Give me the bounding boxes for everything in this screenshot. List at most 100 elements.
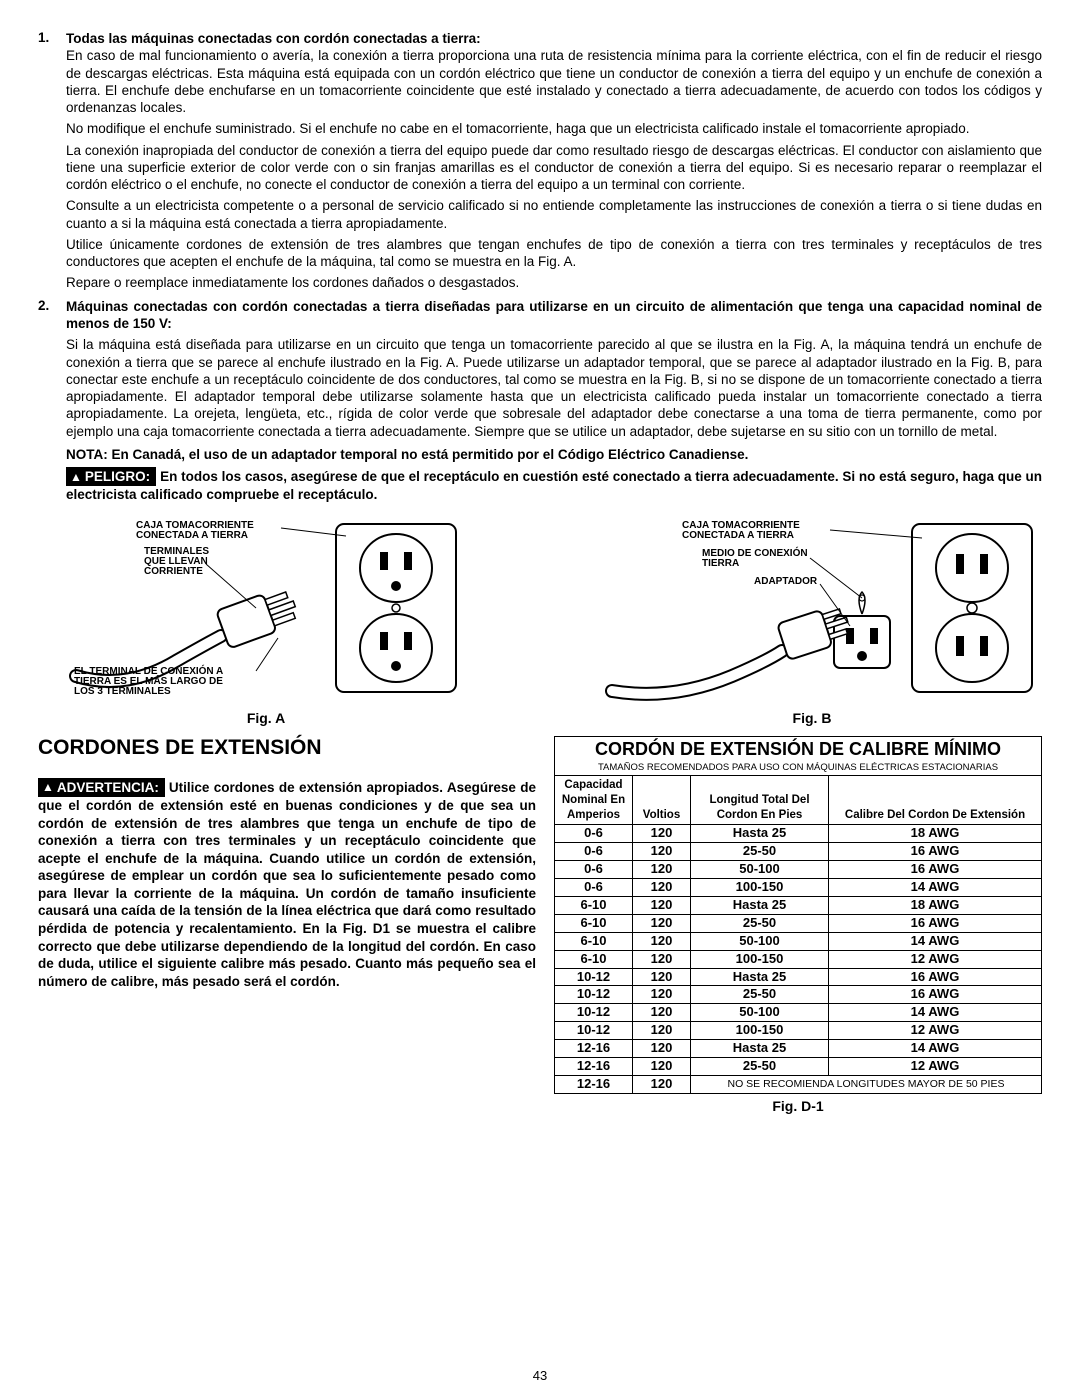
table-cell: 12-16 — [555, 1040, 633, 1058]
fig-b-svg: CAJA TOMACORRIENTE CONECTADA A TIERRA ME… — [582, 516, 1042, 706]
table-cell: Hasta 25 — [691, 968, 829, 986]
table-cell: 25-50 — [691, 843, 829, 861]
table-cell: 50-100 — [691, 861, 829, 879]
list-item-2: 2. Máquinas conectadas con cordón conect… — [38, 298, 1042, 444]
item-1-lead: Todas las máquinas conectadas con cordón… — [66, 30, 1042, 47]
nota-line: NOTA: En Canadá, el uso de un adaptador … — [66, 446, 1042, 463]
table-title: CORDÓN DE EXTENSIÓN DE CALIBRE MÍNIMO — [554, 736, 1042, 762]
th-volts: Voltios — [633, 775, 691, 825]
table-cell: 12 AWG — [829, 1058, 1042, 1076]
table-cell: 120 — [633, 879, 691, 897]
th-amps: Capacidad Nominal En Amperios — [555, 775, 633, 825]
table-cell: 6-10 — [555, 897, 633, 915]
table-cell: 14 AWG — [829, 879, 1042, 897]
table-cell: 14 AWG — [829, 1004, 1042, 1022]
table-cell: 12-16 — [555, 1075, 633, 1093]
extension-text-col: CORDONES DE EXTENSIÓN ▲ADVERTENCIA:Utili… — [38, 736, 554, 1114]
table-cell: Hasta 25 — [691, 897, 829, 915]
table-row: 10-1212025-5016 AWG — [555, 986, 1042, 1004]
peligro-badge: ▲PELIGRO: — [66, 467, 156, 486]
gauge-table-col: CORDÓN DE EXTENSIÓN DE CALIBRE MÍNIMO TA… — [554, 736, 1042, 1114]
svg-text:ADAPTADOR: ADAPTADOR — [754, 576, 818, 587]
table-cell: 10-12 — [555, 986, 633, 1004]
table-row: 6-1012050-10014 AWG — [555, 932, 1042, 950]
th-gauge: Calibre Del Cordon De Extensión — [829, 775, 1042, 825]
svg-text:LOS 3 TERMINALES: LOS 3 TERMINALES — [74, 686, 171, 697]
table-cell: 16 AWG — [829, 861, 1042, 879]
table-cell: 0-6 — [555, 825, 633, 843]
peligro-text: En todos los casos, asegúrese de que el … — [66, 469, 1042, 502]
figure-b: CAJA TOMACORRIENTE CONECTADA A TIERRA ME… — [582, 516, 1042, 726]
warning-icon: ▲ — [70, 470, 82, 485]
table-cell: 6-10 — [555, 932, 633, 950]
warning-icon: ▲ — [42, 780, 54, 796]
instructions-list: 1. Todas las máquinas conectadas con cor… — [38, 30, 1042, 444]
extension-heading: CORDONES DE EXTENSIÓN — [38, 736, 536, 760]
table-cell: 120 — [633, 968, 691, 986]
table-body: 0-6120Hasta 2518 AWG0-612025-5016 AWG0-6… — [555, 825, 1042, 1093]
table-cell: 25-50 — [691, 986, 829, 1004]
table-row: 6-10120Hasta 2518 AWG — [555, 897, 1042, 915]
item-2-p1: Si la máquina está diseñada para utiliza… — [66, 336, 1042, 440]
table-cell: 120 — [633, 897, 691, 915]
table-cell: 12 AWG — [829, 950, 1042, 968]
table-cell: 6-10 — [555, 950, 633, 968]
gauge-table: Capacidad Nominal En Amperios Voltios Lo… — [554, 775, 1042, 1094]
table-cell: 12 AWG — [829, 1022, 1042, 1040]
figure-a: CAJA TOMACORRIENTE CONECTADA A TIERRA TE… — [66, 516, 466, 726]
list-item-1: 1. Todas las máquinas conectadas con cor… — [38, 30, 1042, 296]
table-cell: 0-6 — [555, 843, 633, 861]
table-row: 0-6120Hasta 2518 AWG — [555, 825, 1042, 843]
table-cell: 16 AWG — [829, 968, 1042, 986]
fig-a-svg: CAJA TOMACORRIENTE CONECTADA A TIERRA TE… — [66, 516, 466, 706]
table-cell: 120 — [633, 1040, 691, 1058]
item-number: 1. — [38, 30, 66, 296]
table-cell: 120 — [633, 986, 691, 1004]
table-row: 0-612050-10016 AWG — [555, 861, 1042, 879]
table-cell: 50-100 — [691, 1004, 829, 1022]
lower-section: CORDONES DE EXTENSIÓN ▲ADVERTENCIA:Utili… — [38, 736, 1042, 1114]
table-cell: 6-10 — [555, 914, 633, 932]
table-row: 12-16120Hasta 2514 AWG — [555, 1040, 1042, 1058]
item-1-p5: Utilice únicamente cordones de extensión… — [66, 236, 1042, 271]
table-cell: 10-12 — [555, 1022, 633, 1040]
item-1-p2: No modifique el enchufe suministrado. Si… — [66, 120, 1042, 137]
table-cell: 120 — [633, 1004, 691, 1022]
th-length: Longitud Total Del Cordon En Pies — [691, 775, 829, 825]
fig-d1-caption: Fig. D-1 — [554, 1098, 1042, 1114]
table-row: 12-1612025-5012 AWG — [555, 1058, 1042, 1076]
svg-text:TIERRA: TIERRA — [702, 558, 739, 569]
table-cell: 18 AWG — [829, 897, 1042, 915]
table-cell: 16 AWG — [829, 986, 1042, 1004]
table-row: 6-10120100-15012 AWG — [555, 950, 1042, 968]
table-cell: 120 — [633, 861, 691, 879]
table-row: 6-1012025-5016 AWG — [555, 914, 1042, 932]
item-1-p1: En caso de mal funcionamiento o avería, … — [66, 47, 1042, 116]
advertencia-text: Utilice cordones de extensión apropiados… — [38, 780, 536, 989]
table-cell: Hasta 25 — [691, 825, 829, 843]
fig-a-caption: Fig. A — [247, 710, 285, 726]
table-cell: 10-12 — [555, 1004, 633, 1022]
table-cell: 12-16 — [555, 1058, 633, 1076]
table-row: 0-6120100-15014 AWG — [555, 879, 1042, 897]
table-cell: 0-6 — [555, 879, 633, 897]
peligro-line: ▲PELIGRO:En todos los casos, asegúrese d… — [66, 467, 1042, 504]
table-cell: 16 AWG — [829, 843, 1042, 861]
table-subtitle: TAMAÑOS RECOMENDADOS PARA USO CON MÁQUIN… — [554, 762, 1042, 775]
item-1-p6: Repare o reemplace inmediatamente los co… — [66, 274, 1042, 291]
table-cell: 0-6 — [555, 861, 633, 879]
table-cell: 100-150 — [691, 950, 829, 968]
table-row: 12-16120NO SE RECOMIENDA LONGITUDES MAYO… — [555, 1075, 1042, 1093]
svg-text:CONECTADA A TIERRA: CONECTADA A TIERRA — [682, 530, 794, 541]
table-cell: 120 — [633, 950, 691, 968]
table-cell: 10-12 — [555, 968, 633, 986]
svg-text:CONECTADA A TIERRA: CONECTADA A TIERRA — [136, 530, 248, 541]
table-cell: 120 — [633, 914, 691, 932]
item-1-p3: La conexión inapropiada del conductor de… — [66, 142, 1042, 194]
table-cell: 120 — [633, 1058, 691, 1076]
table-cell: 100-150 — [691, 879, 829, 897]
table-cell: 25-50 — [691, 914, 829, 932]
table-cell: 120 — [633, 1075, 691, 1093]
table-cell: 120 — [633, 843, 691, 861]
table-cell: 18 AWG — [829, 825, 1042, 843]
